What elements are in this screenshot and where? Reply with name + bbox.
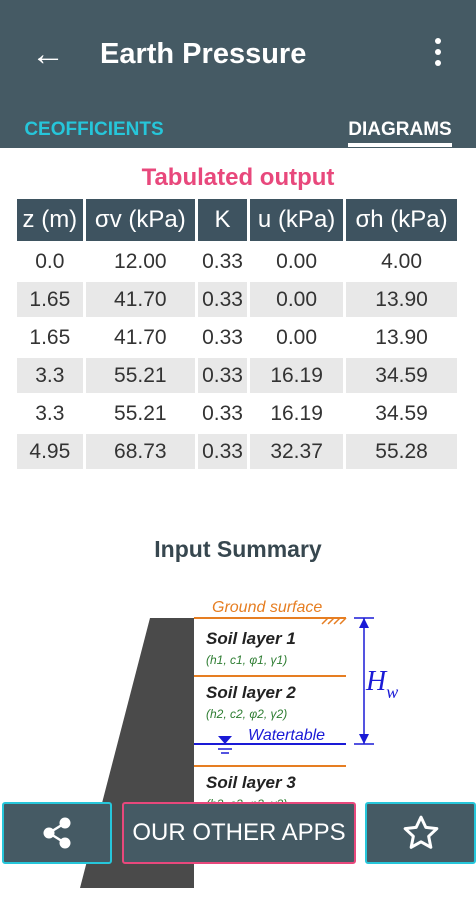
soil-layer-2-params: (h2, c2, φ2, γ2) bbox=[206, 707, 287, 721]
table-cell: 0.33 bbox=[197, 434, 248, 469]
table-cell: 13.90 bbox=[375, 325, 428, 349]
table-cell: 0.00 bbox=[250, 282, 344, 317]
header-z: z (m) bbox=[17, 199, 83, 241]
table-cell: 0.33 bbox=[202, 401, 243, 425]
table-cell: 34.59 bbox=[346, 358, 457, 393]
table-cell: 0.33 bbox=[202, 249, 243, 273]
share-icon bbox=[43, 817, 71, 849]
table-cell: 32.37 bbox=[250, 434, 344, 469]
table-cell: 0.00 bbox=[276, 249, 318, 273]
table-cell: 3.3 bbox=[17, 358, 83, 393]
ground-hatch bbox=[321, 617, 347, 625]
table-row: 1.65 41.70 0.33 0.00 13.90 bbox=[17, 320, 457, 355]
table-header-row: z (m) σv (kPa) K u (kPa) σh (kPa) bbox=[17, 199, 457, 241]
table-cell: 1.65 bbox=[17, 282, 83, 317]
table-cell: 0.0 bbox=[35, 249, 65, 273]
table-cell: 0.33 bbox=[197, 282, 248, 317]
output-table: z (m) σv (kPa) K u (kPa) σh (kPa) 0.0 12… bbox=[14, 196, 460, 472]
table-row: 3.3 55.21 0.33 16.19 34.59 bbox=[17, 358, 457, 393]
bottom-action-bar: OUR OTHER APPS bbox=[0, 802, 476, 864]
table-cell: 13.90 bbox=[346, 282, 457, 317]
watertable-label: Watertable bbox=[248, 727, 325, 744]
table-row: 0.0 12.00 0.33 0.00 4.00 bbox=[17, 244, 457, 279]
table-cell: 0.33 bbox=[202, 325, 243, 349]
table-cell: 0.00 bbox=[276, 325, 318, 349]
content-area: Tabulated output z (m) σv (kPa) K u (kPa… bbox=[0, 148, 476, 900]
tab-diagrams[interactable]: DIAGRAMS bbox=[348, 119, 452, 140]
app-title: Earth Pressure bbox=[100, 38, 307, 70]
watertable-marker-icon bbox=[218, 736, 232, 744]
table-cell: 55.21 bbox=[114, 401, 167, 425]
tab-indicator bbox=[348, 143, 452, 147]
table-cell: 55.21 bbox=[85, 358, 195, 393]
table-cell: 55.28 bbox=[346, 434, 457, 469]
table-cell: 68.73 bbox=[85, 434, 195, 469]
table-cell: 12.00 bbox=[114, 249, 167, 273]
other-apps-button[interactable]: OUR OTHER APPS bbox=[122, 802, 356, 864]
header-sigma-v: σv (kPa) bbox=[85, 199, 195, 241]
table-cell: 16.19 bbox=[270, 401, 323, 425]
table-cell: 4.00 bbox=[381, 249, 422, 273]
app-bar: ← Earth Pressure CEOFFICIENTS DIAGRAMS bbox=[0, 0, 476, 148]
table-row: 3.3 55.21 0.33 16.19 34.59 bbox=[17, 396, 457, 431]
rate-button[interactable] bbox=[365, 802, 476, 864]
table-cell: 3.3 bbox=[35, 401, 65, 425]
table-cell: 41.70 bbox=[114, 325, 167, 349]
header-sigma-h: σh (kPa) bbox=[346, 199, 457, 241]
tab-coefficients[interactable]: CEOFFICIENTS bbox=[24, 119, 164, 140]
star-outline-icon bbox=[403, 815, 438, 849]
hw-label: Hw bbox=[365, 666, 398, 702]
input-summary-title: Input Summary bbox=[154, 536, 322, 562]
table-cell: 0.33 bbox=[197, 358, 248, 393]
table-cell: 1.65 bbox=[29, 325, 71, 349]
table-cell: 16.19 bbox=[250, 358, 344, 393]
table-cell: 41.70 bbox=[85, 282, 195, 317]
soil-layer-1-label: Soil layer 1 bbox=[206, 629, 296, 648]
header-k: K bbox=[197, 199, 248, 241]
ground-surface-label: Ground surface bbox=[212, 599, 322, 616]
table-cell: 4.95 bbox=[17, 434, 83, 469]
soil-layer-3-label: Soil layer 3 bbox=[206, 773, 296, 792]
table-cell: 34.59 bbox=[375, 401, 428, 425]
arrow-back-icon[interactable]: ← bbox=[31, 35, 65, 73]
table-row: 4.95 68.73 0.33 32.37 55.28 bbox=[17, 434, 457, 469]
table-row: 1.65 41.70 0.33 0.00 13.90 bbox=[17, 282, 457, 317]
share-button[interactable] bbox=[2, 802, 112, 864]
soil-layer-2-label: Soil layer 2 bbox=[206, 683, 296, 702]
tabulated-output-title: Tabulated output bbox=[141, 164, 335, 191]
soil-layer-1-params: (h1, c1, φ1, γ1) bbox=[206, 653, 287, 667]
more-vert-icon[interactable] bbox=[420, 34, 456, 70]
header-u: u (kPa) bbox=[250, 199, 344, 241]
